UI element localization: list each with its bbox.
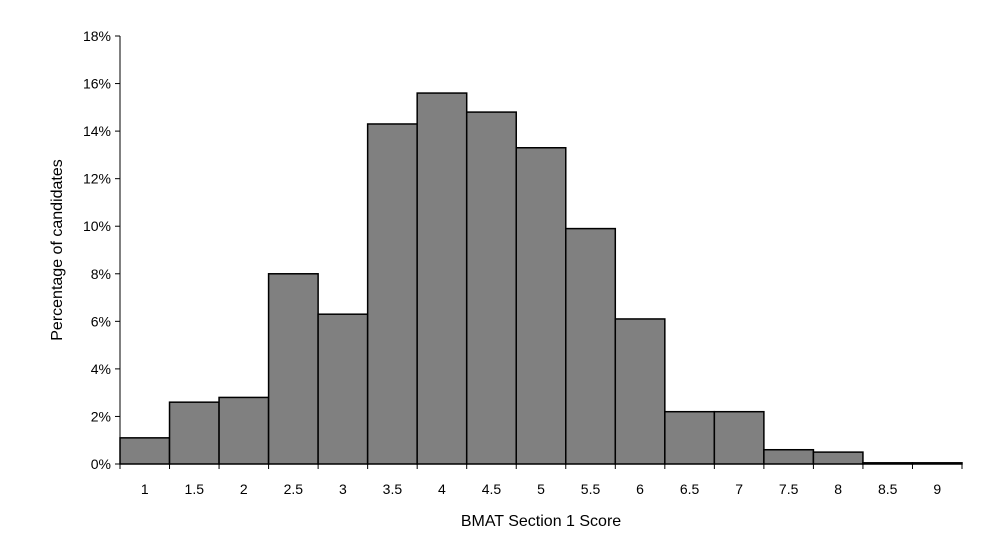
y-tick-label: 4% — [91, 361, 111, 377]
bar-3.5 — [366, 123, 418, 465]
x-axis-title: BMAT Section 1 Score — [461, 513, 621, 530]
bar-1.5 — [168, 401, 220, 465]
x-tick-label: 9 — [933, 481, 941, 497]
bars — [119, 92, 963, 465]
bar-8 — [812, 451, 864, 465]
x-tick-label: 5.5 — [581, 481, 601, 497]
bar-5.5 — [565, 227, 617, 465]
axes — [115, 35, 963, 469]
y-tick-label: 8% — [91, 266, 111, 282]
bar-6.5 — [664, 410, 716, 465]
x-tick-label: 5 — [537, 481, 545, 497]
y-axis-title: Percentage of candidates — [49, 159, 66, 340]
x-tick-label: 8 — [834, 481, 842, 497]
y-tick-label: 10% — [83, 218, 111, 234]
bar-4.5 — [465, 111, 517, 465]
bar-2 — [218, 396, 270, 465]
y-tick-label: 0% — [91, 456, 111, 472]
bar-6 — [614, 318, 666, 465]
x-tick-label: 7.5 — [779, 481, 799, 497]
x-tick-label: 1.5 — [185, 481, 205, 497]
bar-3 — [317, 313, 369, 465]
y-tick-label: 18% — [83, 28, 111, 44]
x-tick-label: 8.5 — [878, 481, 898, 497]
x-tick-label: 4 — [438, 481, 446, 497]
y-tick-label: 16% — [83, 76, 111, 92]
x-tick-label: 3 — [339, 481, 347, 497]
y-tick-label: 14% — [83, 123, 111, 139]
y-tick-label: 2% — [91, 408, 111, 424]
y-tick-label: 6% — [91, 313, 111, 329]
bar-4 — [416, 92, 468, 465]
bar-7.5 — [763, 448, 815, 465]
x-tick-label: 6 — [636, 481, 644, 497]
x-tick-label: 2 — [240, 481, 248, 497]
bar-2.5 — [267, 273, 319, 465]
y-tick-label: 12% — [83, 171, 111, 187]
bar-7 — [713, 410, 765, 465]
x-tick-label: 6.5 — [680, 481, 700, 497]
x-tick-label: 2.5 — [284, 481, 304, 497]
bar-5 — [515, 147, 567, 465]
x-tick-label: 1 — [141, 481, 149, 497]
x-tick-label: 3.5 — [383, 481, 403, 497]
x-tick-label: 7 — [735, 481, 743, 497]
x-tick-label: 4.5 — [482, 481, 502, 497]
bar-1 — [119, 437, 171, 465]
tick-labels: 0% 2% 4% 6% 8% 10% 12% 14% 16% 18% 1 1.5 2 2.5 3 3.5 4 4.… — [83, 28, 941, 497]
